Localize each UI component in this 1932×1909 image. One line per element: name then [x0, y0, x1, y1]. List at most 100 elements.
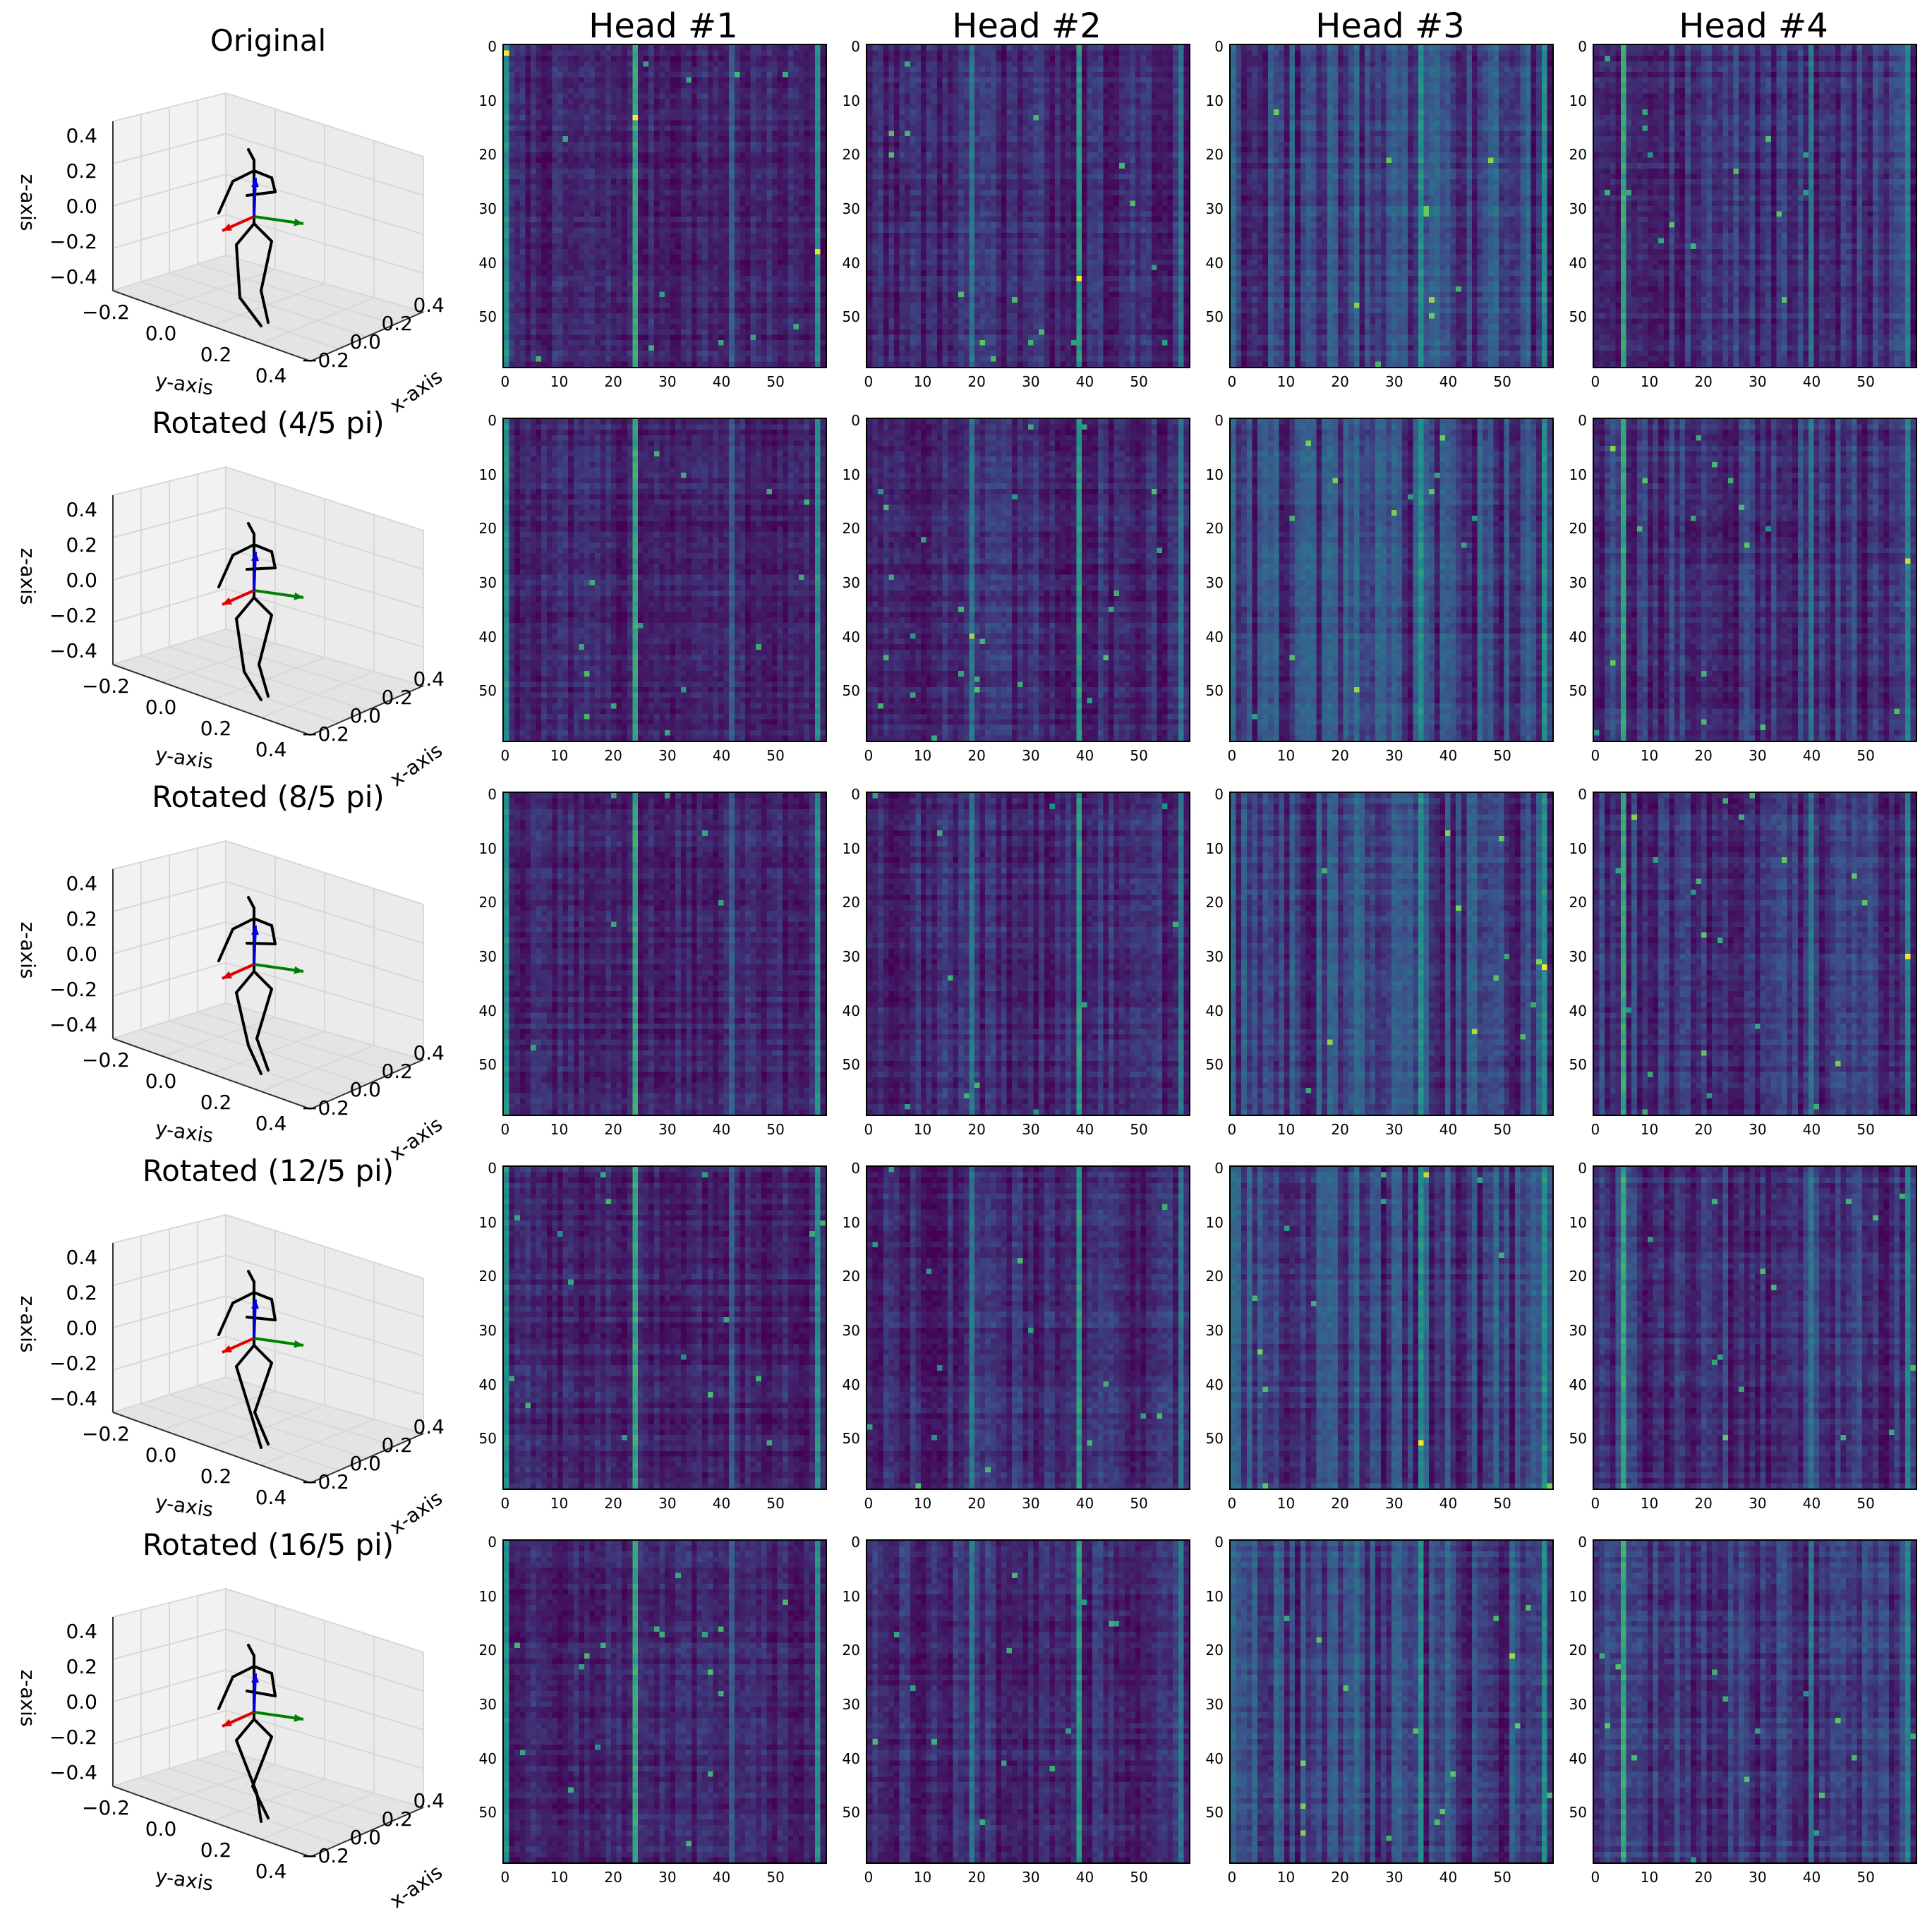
y-tick-label: 0.0 [145, 696, 177, 719]
x-arrow-head [222, 1719, 232, 1726]
x-tick-label: −0.2 [301, 349, 349, 372]
y-tick-label: 30 [478, 200, 497, 217]
y-tick-label: 40 [1205, 1002, 1224, 1019]
x-tick-label: 40 [1439, 1121, 1458, 1138]
y-tick-label: 0 [1214, 1159, 1224, 1177]
x-tick-label: 50 [1856, 1869, 1875, 1886]
skeleton-bone [258, 663, 270, 698]
y-tick-label: 50 [842, 308, 860, 326]
gridline [197, 1011, 396, 1073]
attention-heatmap [502, 418, 827, 742]
y-tick-label: 0 [1214, 785, 1224, 803]
y-tick-label: 40 [1205, 254, 1224, 272]
y-tick-label: 30 [478, 1695, 497, 1713]
skeleton-bone [235, 991, 250, 1047]
y-tick-label: 40 [478, 1750, 497, 1767]
y-tick-label: −0.2 [82, 301, 130, 324]
y-arrow-head [294, 966, 303, 974]
y-tick-label: 40 [842, 1002, 860, 1019]
y-axis-line [112, 664, 311, 736]
y-tick-label: 0.2 [200, 1465, 232, 1488]
gridline [225, 962, 424, 1022]
y-tick-label: 40 [478, 1002, 497, 1019]
x-tick-label: 30 [1749, 1495, 1767, 1512]
z-tick-label: 0.0 [66, 1690, 97, 1714]
attention-heatmap [1229, 418, 1554, 742]
y-tick-label: 20 [1205, 1642, 1224, 1659]
skeleton-bone [235, 222, 255, 246]
y-tick-label: 20 [842, 1642, 860, 1659]
x-tick-label: 10 [1276, 1121, 1296, 1138]
x-tick-label: 0 [1227, 747, 1237, 764]
x-tick-label: 50 [766, 1495, 785, 1512]
x-tick-label: 40 [1075, 1121, 1094, 1138]
x-tick-label: 10 [1640, 373, 1659, 390]
x-tick-label: 30 [658, 1495, 677, 1512]
y-tick-label: 50 [842, 1430, 860, 1448]
y-tick-label: 10 [842, 1587, 860, 1605]
y-tick-label: 20 [842, 894, 860, 911]
x-tick-label: 20 [1694, 373, 1713, 390]
skeleton-3d-svg: 0.40.20.0−0.2−0.4z-axis−0.20.00.20.4y-ax… [16, 92, 447, 417]
y-tick-label: 50 [1205, 1430, 1224, 1448]
heatmap-canvas [1231, 1541, 1552, 1862]
skeleton-bone [253, 1291, 273, 1301]
y-tick-label: 40 [842, 254, 860, 272]
x-axis-line [310, 311, 424, 362]
x-tick-label: 30 [1022, 1869, 1040, 1886]
skeleton-bone [260, 240, 273, 292]
y-tick-label: 0.2 [200, 343, 232, 366]
y-axis-line [112, 1786, 311, 1858]
z-tick-label: −0.4 [49, 1013, 97, 1036]
x-tick-label: 30 [1385, 373, 1403, 390]
x-tick-label: 50 [1130, 747, 1148, 764]
z-tick-label: 0.2 [66, 1281, 97, 1304]
x-tick-label: 0 [500, 1121, 510, 1138]
x-tick-label: −0.2 [301, 1096, 349, 1120]
y-tick-label: 0 [488, 785, 497, 803]
z-arrow-head [251, 926, 259, 935]
row-title: Rotated (8/5 pi) [152, 780, 385, 814]
y-tick-label: 10 [1205, 92, 1224, 109]
y-tick-label: 10 [1205, 466, 1224, 483]
skeleton-bone [251, 1418, 262, 1449]
x-tick-label: 0.4 [413, 1041, 445, 1065]
x-tick-label: 0 [864, 1495, 874, 1512]
gridline [169, 1394, 368, 1459]
x-tick-label: 20 [1694, 1121, 1713, 1138]
x-tick-label: 30 [658, 1121, 677, 1138]
gridline [260, 1793, 375, 1840]
y-tick-label: 50 [1569, 1056, 1587, 1074]
x-tick-label: −0.2 [301, 1470, 349, 1493]
attention-heatmap [1229, 44, 1554, 368]
x-axis-label: x-axis [385, 1860, 447, 1909]
x-tick-label: 20 [1694, 747, 1713, 764]
skeleton-bone [235, 1718, 255, 1742]
y-tick-label: 0 [851, 1533, 860, 1551]
x-tick-label: 10 [550, 373, 569, 390]
y-tick-label: 30 [1569, 947, 1587, 965]
heatmap-canvas [504, 1167, 826, 1489]
x-tick-label: 0 [500, 1869, 510, 1886]
x-tick-label: 10 [913, 747, 932, 764]
heatmap-canvas [1231, 45, 1552, 367]
x-tick-label: 10 [550, 1495, 569, 1512]
x-tick-label: 50 [766, 1869, 785, 1886]
skeleton-3d-svg: 0.40.20.0−0.2−0.4z-axis−0.20.00.20.4y-ax… [16, 1587, 447, 1909]
x-tick-label: 40 [1439, 1869, 1458, 1886]
heatmap-canvas [1231, 1167, 1552, 1489]
heatmap-canvas [1231, 419, 1552, 741]
gridline [260, 297, 375, 344]
attention-heatmap [1229, 1539, 1554, 1864]
x-tick-label: 10 [1640, 747, 1659, 764]
y-axis-line [112, 1412, 311, 1484]
column-title-head-3: Head #3 [1315, 6, 1465, 46]
x-tick-label: 30 [658, 373, 677, 390]
x-tick-label: 30 [1022, 747, 1040, 764]
x-tick-label: 0 [500, 747, 510, 764]
x-tick-label: 50 [1856, 1495, 1875, 1512]
heatmap-canvas [504, 793, 826, 1115]
y-tick-label: 50 [1569, 1430, 1587, 1448]
skeleton-bone [231, 1291, 255, 1304]
y-tick-label: 50 [1205, 308, 1224, 326]
